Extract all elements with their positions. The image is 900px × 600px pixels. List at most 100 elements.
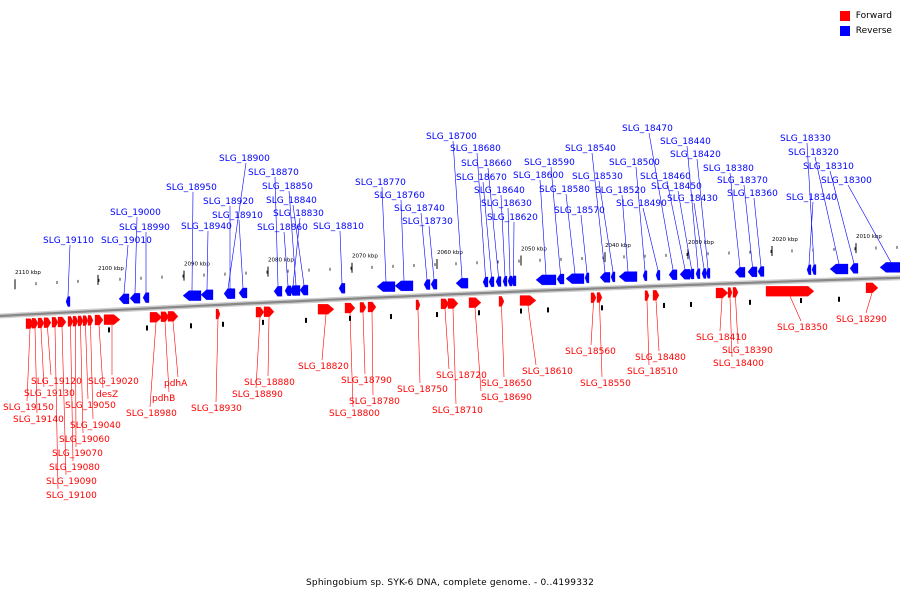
reverse-gene-arrow xyxy=(423,279,431,290)
forward-gene-arrow xyxy=(87,315,94,326)
reverse-leader-line xyxy=(598,180,614,272)
forward-gene-label: SLG_18480 xyxy=(635,353,686,363)
reverse-leader-line xyxy=(513,221,515,276)
forward-gene-arrow xyxy=(727,287,733,298)
forward-gene-arrow xyxy=(43,317,52,328)
position-mark xyxy=(390,314,392,320)
forward-gene-arrow xyxy=(440,298,450,309)
reverse-gene-arrow xyxy=(142,292,150,303)
reverse-gene-arrow xyxy=(757,266,765,277)
forward-gene-label: SLG_19100 xyxy=(46,491,97,501)
reverse-leader-line xyxy=(808,201,814,265)
reverse-gene-arrow xyxy=(556,273,565,285)
reverse-gene-arrow xyxy=(610,271,616,283)
forward-gene-arrow xyxy=(57,316,67,328)
forward-gene-label: SLG_19050 xyxy=(65,401,116,411)
forward-leader-line xyxy=(172,321,179,378)
reverse-gene-arrow xyxy=(129,293,141,304)
reverse-gene-arrow xyxy=(806,264,812,275)
legend-forward-label: Forward xyxy=(855,10,892,21)
reverse-leader-line xyxy=(134,216,138,294)
forward-leader-line xyxy=(371,312,374,396)
forward-gene-arrow xyxy=(67,316,74,327)
reverse-gene-label: SLG_18470 xyxy=(622,124,673,134)
forward-leader-line xyxy=(98,325,104,389)
ruler-label: 2070 kbp xyxy=(352,254,378,260)
forward-leader-line xyxy=(474,307,482,392)
forward-swatch xyxy=(839,10,850,21)
forward-gene-arrow xyxy=(94,314,104,326)
position-mark xyxy=(436,312,438,318)
reverse-leader-line xyxy=(550,166,561,275)
reverse-gene-arrow xyxy=(488,276,495,287)
forward-gene-label: SLG_18710 xyxy=(432,406,483,416)
position-mark xyxy=(349,315,351,321)
forward-gene-arrow xyxy=(468,297,482,308)
forward-gene-arrow xyxy=(644,290,650,301)
reverse-gene-arrow xyxy=(679,269,691,280)
reverse-gene-label: SLG_19000 xyxy=(110,208,161,218)
position-mark xyxy=(190,323,192,329)
reverse-gene-arrow xyxy=(284,285,292,296)
reverse-leader-line xyxy=(238,219,244,288)
reverse-gene-arrow xyxy=(376,281,396,292)
forward-gene-label: SLG_18980 xyxy=(126,409,177,419)
reverse-leader-line xyxy=(635,166,646,271)
reverse-leader-line xyxy=(339,230,343,284)
forward-leader-line xyxy=(47,327,52,376)
forward-leader-line xyxy=(267,316,270,377)
forward-gene-arrow xyxy=(359,302,367,313)
position-mark xyxy=(663,302,665,308)
ruler-label: 2030 kbp xyxy=(688,240,714,246)
forward-leader-line xyxy=(729,297,733,358)
forward-gene-arrow xyxy=(160,311,170,322)
forward-gene-arrow xyxy=(263,306,275,317)
forward-leader-line xyxy=(321,314,327,361)
forward-gene-label: SLG_18400 xyxy=(713,359,764,369)
position-mark xyxy=(108,327,110,333)
legend-reverse-label: Reverse xyxy=(855,25,892,36)
reverse-gene-arrow xyxy=(65,296,71,307)
forward-gene-arrow xyxy=(103,314,121,325)
reverse-gene-arrow xyxy=(642,270,648,281)
forward-gene-label: SLG_18820 xyxy=(298,362,349,372)
forward-gene-arrow xyxy=(344,302,356,314)
reverse-gene-label: SLG_18670 xyxy=(456,173,507,183)
ruler-label: 2110 kbp xyxy=(15,270,41,276)
forward-gene-arrow xyxy=(765,286,815,297)
forward-gene-arrow xyxy=(51,317,59,328)
reverse-gene-arrow xyxy=(299,284,309,296)
forward-leader-line xyxy=(255,317,261,389)
forward-gene-label: SLG_19150 xyxy=(3,403,54,413)
reverse-gene-arrow xyxy=(695,268,701,279)
reverse-leader-line xyxy=(67,244,71,297)
reverse-gene-label: SLG_18580 xyxy=(539,185,590,195)
forward-gene-arrow xyxy=(865,282,879,293)
reverse-leader-line xyxy=(686,145,699,269)
forward-gene-label: SLG_18930 xyxy=(191,404,242,414)
reverse-gene-label: SLG_18380 xyxy=(703,164,754,174)
forward-gene-label: SLG_18880 xyxy=(244,378,295,388)
ruler-label: 2040 kbp xyxy=(605,243,631,249)
strand-legend: Forward Reverse xyxy=(839,8,892,38)
forward-gene-label: SLG_18780 xyxy=(349,397,400,407)
reverse-gene-label: SLG_18660 xyxy=(461,159,512,169)
reverse-leader-line xyxy=(400,199,405,281)
reverse-leader-line xyxy=(507,207,511,277)
reverse-gene-label: SLG_18900 xyxy=(219,154,270,164)
reverse-gene-label: SLG_18330 xyxy=(780,134,831,144)
ruler-label: 2080 kbp xyxy=(268,258,294,264)
reverse-gene-label: SLG_18920 xyxy=(203,197,254,207)
ruler-label: 2050 kbp xyxy=(521,246,547,252)
position-mark xyxy=(222,321,224,327)
reverse-gene-arrow xyxy=(565,273,585,284)
forward-leader-line xyxy=(501,306,505,378)
reverse-gene-label: SLG_18850 xyxy=(262,182,313,192)
forward-gene-arrow xyxy=(255,306,265,318)
position-mark xyxy=(146,325,148,331)
forward-gene-label: SLG_18560 xyxy=(565,347,616,357)
forward-gene-label: SLG_18690 xyxy=(481,393,532,403)
forward-gene-arrow xyxy=(37,317,45,329)
reverse-gene-arrow xyxy=(338,283,346,294)
reverse-leader-line xyxy=(814,156,840,265)
